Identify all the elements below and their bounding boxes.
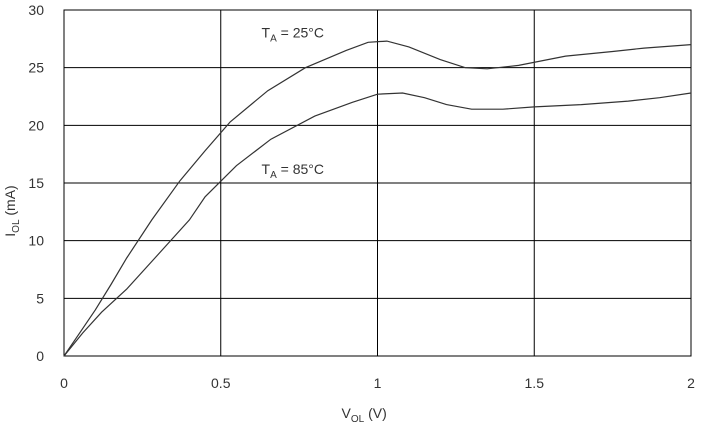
y-tick-label: 30 [28, 2, 44, 18]
y-tick-label: 0 [36, 348, 44, 364]
x-tick-label: 1.5 [525, 375, 545, 391]
x-tick-label: 1 [374, 375, 382, 391]
y-tick-label: 20 [28, 117, 44, 133]
annotation-label-2: TA = 85°C [262, 161, 324, 181]
x-tick-label: 2 [687, 375, 695, 391]
plot-frame [63, 9, 692, 357]
y-tick-label: 15 [28, 175, 44, 191]
series-line-1 [63, 40, 692, 357]
y-tick-label: 5 [36, 290, 44, 306]
series-line-2 [63, 92, 692, 357]
y-tick-label: 25 [28, 60, 44, 76]
y-tick-label: 10 [28, 233, 44, 249]
y-axis-label: IOL (mA) [2, 185, 22, 236]
annotation-label-1: TA = 25°C [262, 25, 324, 45]
x-axis-label: VOL (V) [342, 405, 387, 425]
x-tick-label: 0 [60, 375, 68, 391]
x-tick-label: 0.5 [211, 375, 231, 391]
